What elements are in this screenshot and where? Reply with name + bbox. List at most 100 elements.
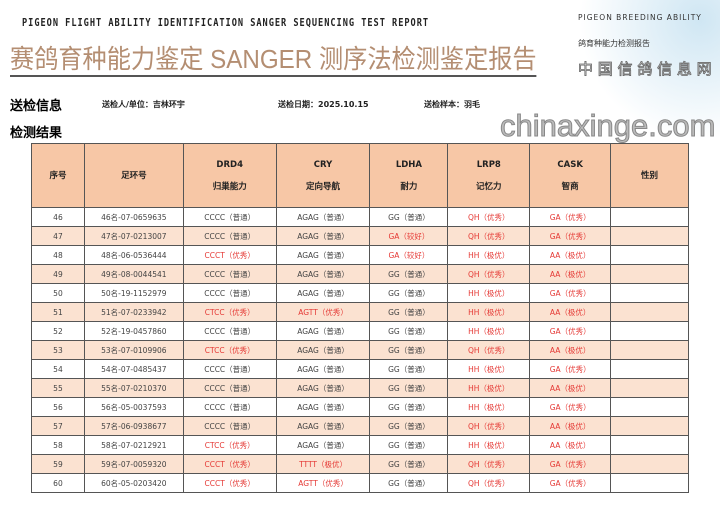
table-cell: 49名-08-0044541 [83,264,184,284]
table-cell: HH（极优） [447,283,531,303]
table-cell: AGAG（普通） [275,416,371,436]
table-cell: GA（优秀） [529,283,612,303]
table-cell: GA（优秀） [529,454,612,474]
side-english-title: PIGEON BREEDING ABILITY [578,13,702,22]
table-cell: CCCC（普通） [182,226,277,246]
table-cell: 53名-07-0109906 [83,340,184,360]
table-cell: AGTT（优秀） [275,473,371,493]
table-cell: CCCT（优秀） [182,473,277,493]
table-cell: 57名-06-0938677 [83,416,184,436]
column-header: 序号 [31,143,85,208]
table-cell: AGAG（普通） [275,378,371,398]
table-row: 48 48名-06-0536444 CCCT（优秀） AGAG（普通） GA（较好） HH… [31,245,689,265]
table-cell [610,454,689,474]
table-cell: GA（优秀） [529,473,612,493]
table-cell [610,321,689,341]
table-cell: AA（极优） [529,302,612,322]
table-cell: HH（极优） [447,359,531,379]
table-cell: QH（优秀） [447,340,531,360]
table-cell: 51名-07-0233942 [83,302,184,322]
table-cell: CCCC（普通） [182,397,277,417]
table-cell: GG（普通） [369,435,449,455]
column-header: LDHA 耐力 [369,143,449,208]
table-cell: 50名-19-1152979 [83,283,184,303]
table-cell [610,378,689,398]
table-cell: QH（优秀） [447,454,531,474]
header-label: CRY [313,159,333,170]
table-row: 52 52名-19-0457860 CCCC（普通） AGAG（普通） GG（普通） HH… [31,321,689,341]
table-cell: GG（普通） [369,340,449,360]
header-label: 足环号 [121,170,147,181]
header-label: LRP8 [476,159,501,170]
table-cell: 49 [31,264,85,284]
table-cell: CCCC（普通） [182,416,277,436]
header-trait: 定向导航 [306,181,341,192]
table-row: 58 58名-07-0212921 CTCC（优秀） AGAG（普通） GG（普通） HH… [31,435,689,455]
table-cell: GA（优秀） [529,359,612,379]
table-cell: AGAG（普通） [275,283,371,303]
table-cell: 59名-07-0059320 [83,454,184,474]
table-cell [610,226,689,246]
info-heading: 送检信息 [10,99,63,114]
table-cell: AA（极优） [529,378,612,398]
table-cell: 60名-05-0203420 [83,473,184,493]
table-cell: 50 [31,283,85,303]
table-cell: 56名-05-0037593 [83,397,184,417]
table-cell: CCCC（普通） [182,207,277,227]
column-header: 性别 [610,143,689,208]
table-cell: AGAG（普通） [275,435,371,455]
table-cell: 55 [31,378,85,398]
table-cell: AA（极优） [529,264,612,284]
header-trait: 耐力 [400,181,418,192]
table-cell: GG（普通） [369,473,449,493]
table-cell: CCCC（普通） [182,264,277,284]
table-cell [610,302,689,322]
table-cell [610,264,689,284]
english-title: PIGEON FLIGHT ABILITY IDENTIFICATION SAN… [22,17,430,29]
table-cell: AGAG（普通） [275,226,371,246]
column-header: LRP8 记忆力 [447,143,531,208]
watermark: chinaxinge.com [499,108,716,143]
table-cell: 48 [31,245,85,265]
header-trait: 归巢能力 [212,181,247,192]
table-cell: GA（优秀） [529,226,612,246]
table-cell: AA（极优） [529,340,612,360]
table-cell: AGTT（优秀） [275,302,371,322]
table-cell: CCCC（普通） [182,359,277,379]
table-row: 54 54名-07-0485437 CCCC（普通） AGAG（普通） GG（普通） HH… [31,359,689,379]
column-header: CASK 智商 [529,143,612,208]
table-cell: AGAG（普通） [275,207,371,227]
results-heading: 检测结果 [10,126,63,141]
table-cell: TTTT（极优） [275,454,371,474]
table-cell: GG（普通） [369,359,449,379]
header-label: DRD4 [216,159,243,170]
submission-info: 送检信息 送检人/单位：吉林环宇 送检日期：2025.10.15 送检样本：羽毛 [10,95,490,115]
table-cell: 47名-07-0213007 [83,226,184,246]
table-cell: 57 [31,416,85,436]
table-cell [610,473,689,493]
column-header: CRY 定向导航 [275,143,371,208]
table-cell [610,359,689,379]
header-label: CASK [557,159,583,170]
table-cell [610,207,689,227]
table-cell: QH（优秀） [447,207,531,227]
table-cell: GA（优秀） [529,207,612,227]
table-cell: CCCC（普通） [182,378,277,398]
table-cell: CTCC（优秀） [182,340,277,360]
header-trait: 记忆力 [476,181,502,192]
table-cell: 58名-07-0212921 [83,435,184,455]
header-trait: 智商 [561,181,579,192]
table-cell: 53 [31,340,85,360]
table-cell: AGAG（普通） [275,321,371,341]
table-cell: GA（优秀） [529,397,612,417]
table-cell: GG（普通） [369,454,449,474]
table-cell: QH（优秀） [447,416,531,436]
side-chinese-title: 鸽育种能力检测报告 [578,39,650,48]
table-cell: GG（普通） [369,378,449,398]
table-row: 46 46名-07-0659635 CCCC（普通） AGAG（普通） GG（普通） QH… [31,207,689,227]
table-cell: 48名-06-0536444 [83,245,184,265]
table-row: 56 56名-05-0037593 CCCC（普通） AGAG（普通） GG（普通） HH… [31,397,689,417]
table-cell: QH（优秀） [447,473,531,493]
table-cell: AA（极优） [529,435,612,455]
table-cell: 54 [31,359,85,379]
